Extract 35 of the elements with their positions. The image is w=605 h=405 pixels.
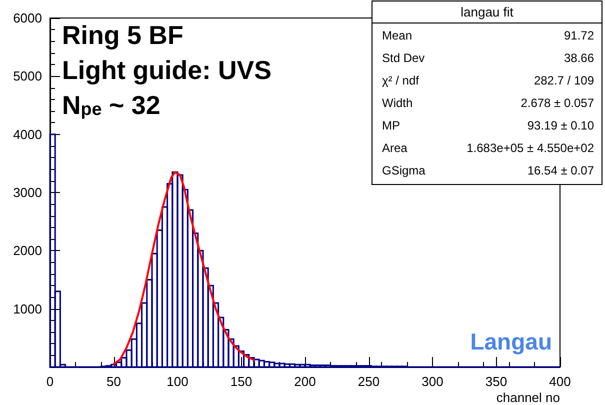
y-tick-label: 1000 xyxy=(13,301,42,316)
x-tick-label: 400 xyxy=(549,374,571,389)
y-tick-label: 3000 xyxy=(13,185,42,200)
annotation: Width xyxy=(382,96,413,110)
x-tick-label: 250 xyxy=(358,374,380,389)
annotation: GSigma xyxy=(382,163,426,178)
x-tick-label: 350 xyxy=(485,374,508,389)
annotation: Std Dev xyxy=(382,50,425,65)
annotation: 1.683e+05 ± 4.550e+02 xyxy=(466,140,594,155)
x-axis-title: channel no xyxy=(496,390,560,405)
x-tick-label: 100 xyxy=(166,374,188,389)
x-tick-label: 50 xyxy=(106,374,121,389)
y-tick-label: 2000 xyxy=(13,243,42,258)
y-tick-label: 4000 xyxy=(13,126,42,142)
annotation: 282.7 / 109 xyxy=(534,73,594,88)
x-tick-label: 200 xyxy=(294,374,316,389)
annotation: Light guide: UVS xyxy=(62,55,272,85)
x-tick-label: 150 xyxy=(230,374,252,389)
x-tick-label: 0 xyxy=(46,374,54,389)
annotation: langau fit xyxy=(460,4,514,20)
text: 38.66 xyxy=(564,50,594,65)
annotation: Npe ~ 32 xyxy=(62,90,160,120)
annotation: Langau xyxy=(470,328,552,354)
annotation: 93.19 ± 0.10 xyxy=(527,118,594,132)
annotation: Area xyxy=(382,140,408,155)
text: 91.72 xyxy=(564,28,594,42)
y-tick-label: 5000 xyxy=(13,68,42,84)
annotation: χ² / ndf xyxy=(382,73,420,88)
x-tick-label: 300 xyxy=(422,374,444,389)
y-tick-label: 6000 xyxy=(13,10,42,26)
annotation: MP xyxy=(382,118,400,132)
annotation: Ring 5 BF xyxy=(62,20,184,50)
annotation: 16.54 ± 0.07 xyxy=(527,163,594,178)
annotation: Mean xyxy=(382,28,412,42)
annotation: 2.678 ± 0.057 xyxy=(520,96,594,110)
